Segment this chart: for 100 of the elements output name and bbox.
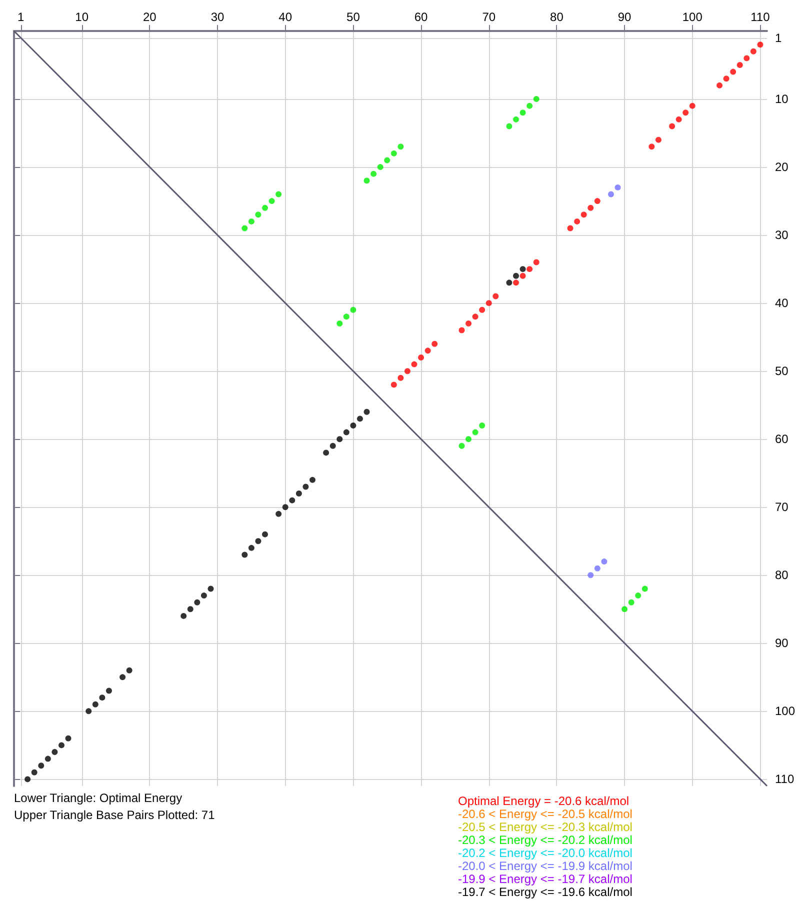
legend-label: -19.9 < Energy <= -19.7 kcal/mol — [458, 872, 632, 886]
point — [526, 102, 533, 109]
point — [242, 552, 248, 558]
point — [309, 476, 316, 483]
point — [744, 55, 750, 62]
point — [208, 586, 214, 592]
point — [242, 225, 248, 232]
text: Lower Triangle: Optimal Energy — [14, 791, 182, 805]
point — [330, 442, 336, 449]
point — [648, 144, 655, 150]
point — [364, 178, 370, 184]
point — [377, 164, 384, 170]
x-tick-label: 90 — [618, 10, 632, 24]
point — [24, 776, 31, 782]
point — [255, 212, 262, 218]
point — [642, 586, 648, 592]
point — [520, 272, 526, 279]
y-tick-label: 90 — [775, 636, 789, 650]
point — [404, 368, 410, 374]
y-tick-label: 40 — [775, 296, 789, 310]
point — [479, 306, 486, 313]
point — [398, 374, 404, 381]
text: -20.0 < Energy <= -19.9 kcal/mol — [458, 859, 632, 873]
point — [588, 572, 594, 578]
x-tick-label: 20 — [142, 10, 157, 24]
y-tick-label: 10 — [775, 92, 789, 106]
point — [520, 110, 526, 116]
point — [513, 272, 519, 279]
point — [248, 544, 254, 551]
y-tick-label: 20 — [775, 160, 789, 174]
y-tick-label: 30 — [775, 228, 789, 242]
point — [492, 293, 499, 300]
point — [669, 123, 676, 130]
point — [364, 408, 370, 415]
point — [323, 450, 330, 456]
point — [594, 565, 600, 572]
point — [506, 280, 512, 286]
point — [120, 674, 126, 680]
y-tick-label: 80 — [775, 568, 789, 582]
point — [750, 48, 756, 54]
point — [350, 422, 356, 429]
y-tick-label: 60 — [775, 432, 789, 446]
point — [723, 76, 730, 82]
point — [601, 558, 608, 565]
point — [567, 225, 574, 232]
x-tick-label: 100 — [682, 10, 703, 24]
point — [398, 144, 404, 150]
x-tick-label: 10 — [75, 10, 89, 24]
point — [194, 599, 200, 606]
point — [200, 592, 207, 599]
point — [390, 150, 397, 156]
point — [628, 599, 634, 606]
point — [384, 157, 390, 164]
point — [92, 701, 98, 708]
point — [296, 490, 302, 497]
point — [52, 748, 58, 755]
point — [689, 102, 696, 109]
point — [458, 327, 465, 334]
x-tick-label: 30 — [210, 10, 225, 24]
point — [588, 204, 594, 211]
point — [730, 68, 736, 75]
y-tick-label: 1 — [775, 30, 782, 45]
point — [418, 354, 424, 360]
y-tick-label: 50 — [775, 364, 789, 378]
point — [255, 538, 262, 544]
point — [533, 259, 540, 266]
point — [262, 531, 268, 538]
text: Optimal Energy = -20.6 kcal/mol — [458, 794, 630, 808]
point — [411, 361, 418, 368]
point — [336, 436, 343, 442]
point — [506, 123, 512, 130]
point — [486, 300, 492, 306]
legend-label: -20.2 < Energy <= -20.0 kcal/mol — [458, 846, 632, 860]
text: Upper Triangle Base Pairs Plotted: 71 — [14, 808, 216, 822]
point — [343, 314, 350, 320]
point — [594, 198, 600, 204]
point — [520, 266, 526, 272]
y-tick-label: 70 — [775, 500, 789, 514]
point — [276, 510, 282, 517]
text: -19.7 < Energy <= -19.6 kcal/mol — [458, 885, 632, 899]
point — [126, 667, 132, 674]
point — [682, 110, 689, 116]
point — [282, 504, 288, 510]
point — [370, 170, 377, 177]
text: -20.3 < Energy <= -20.2 kcal/mol — [458, 833, 632, 847]
point — [655, 136, 662, 143]
point — [276, 191, 282, 198]
point — [736, 62, 743, 68]
point — [302, 484, 309, 490]
legend-label: -20.5 < Energy <= -20.3 kcal/mol — [458, 820, 632, 834]
point — [268, 198, 275, 204]
point — [350, 306, 356, 313]
point — [574, 218, 580, 224]
point — [716, 82, 723, 88]
point — [31, 769, 38, 776]
x-tick-label: 40 — [278, 10, 292, 24]
point — [676, 116, 682, 122]
point — [343, 429, 350, 436]
point — [472, 314, 478, 320]
point — [65, 735, 72, 742]
